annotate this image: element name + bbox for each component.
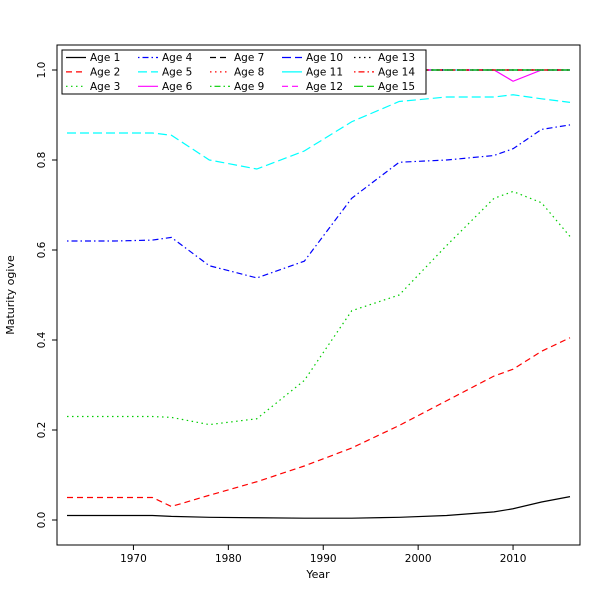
series-line-age-3 — [67, 190, 571, 426]
legend-label-age-7: Age 7 — [234, 52, 264, 64]
legend-label-age-12: Age 12 — [306, 81, 343, 93]
series-line-age-5 — [67, 94, 571, 170]
y-tick-label: 1.0 — [36, 62, 48, 79]
y-tick-label: 0.6 — [36, 241, 48, 258]
series-line-age-1 — [67, 496, 571, 519]
series-line-age-4 — [67, 124, 571, 279]
legend-label-age-4: Age 4 — [162, 52, 193, 64]
legend-label-age-8: Age 8 — [234, 66, 264, 78]
series-line-age-2 — [67, 337, 571, 508]
x-tick-label: 1980 — [215, 553, 242, 565]
legend-label-age-3: Age 3 — [90, 81, 120, 93]
y-tick-label: 0.8 — [36, 152, 48, 169]
y-tick-label: 0.4 — [36, 331, 48, 348]
x-tick-label: 2000 — [405, 553, 432, 565]
legend-label-age-2: Age 2 — [90, 66, 120, 78]
y-axis-title: Maturity ogive — [4, 255, 17, 335]
legend-label-age-1: Age 1 — [90, 52, 120, 64]
x-axis-title: Year — [305, 568, 330, 581]
legend-label-age-9: Age 9 — [234, 81, 264, 93]
legend-label-age-14: Age 14 — [378, 66, 415, 78]
x-tick-label: 2010 — [500, 553, 527, 565]
y-tick-label: 0.2 — [36, 422, 48, 439]
plot-content: 1970 1980 1990 2000 2010 0.0 0.2 0.4 0.6 0.8 1.0 Ag… — [36, 44, 581, 565]
legend-label-age-6: Age 6 — [162, 81, 193, 93]
legend-label-age-15: Age 15 — [378, 81, 415, 93]
plot-border — [56, 44, 581, 546]
x-tick-label: 1970 — [120, 553, 147, 565]
legend-label-age-11: Age 11 — [306, 66, 343, 78]
legend-label-age-5: Age 5 — [162, 66, 192, 78]
legend-label-age-13: Age 13 — [378, 52, 415, 64]
legend-label-age-10: Age 10 — [306, 52, 343, 64]
x-tick-label: 1990 — [310, 553, 337, 565]
y-tick-label: 0.0 — [36, 512, 48, 529]
